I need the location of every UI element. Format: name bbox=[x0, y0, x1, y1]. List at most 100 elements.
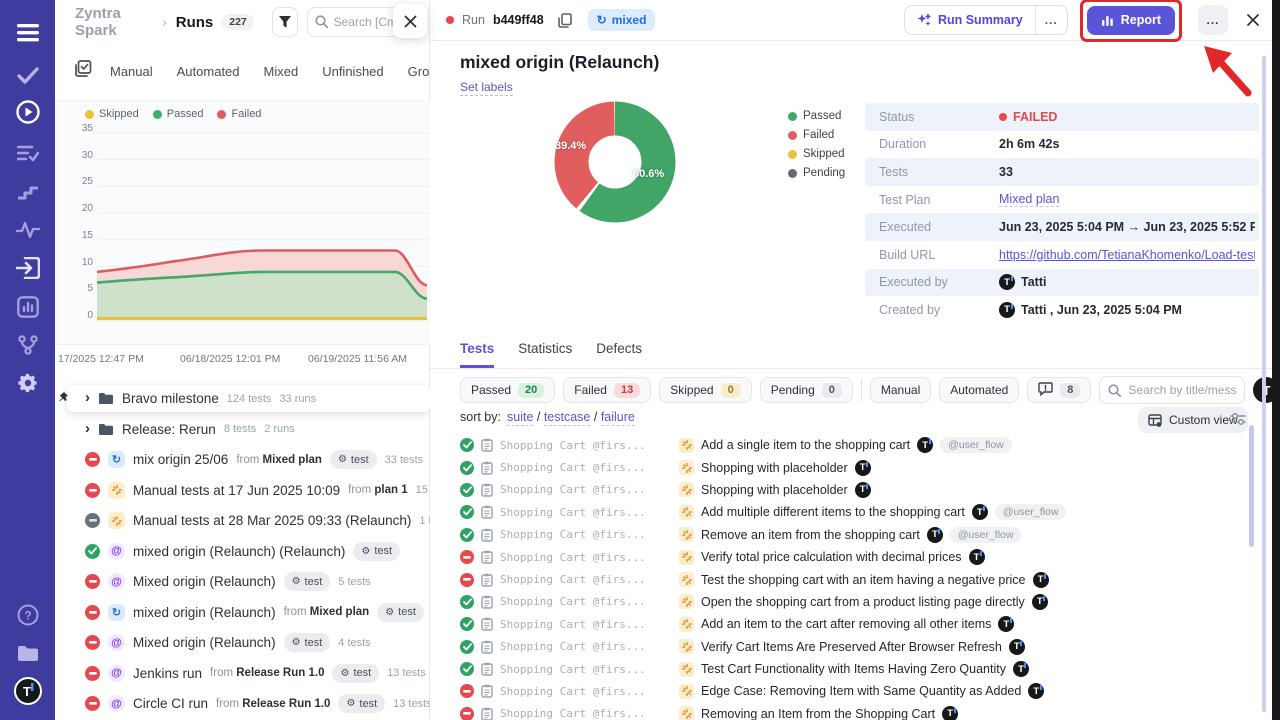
test-row[interactable]: Shopping Cart @firs...Add an item to the… bbox=[460, 613, 1260, 635]
panel-scrollbar[interactable] bbox=[1262, 56, 1266, 712]
test-plan-link[interactable]: Mixed plan bbox=[999, 192, 1059, 207]
run-status-failed-icon bbox=[85, 635, 100, 650]
app: ? T Zyntra Spark › Runs 227 M bbox=[0, 0, 1280, 720]
tab-defects[interactable]: Defects bbox=[596, 341, 642, 368]
more-actions-button[interactable]: ... bbox=[1198, 5, 1228, 35]
help-icon[interactable]: ? bbox=[0, 600, 55, 630]
test-row[interactable]: Shopping Cart @firs...Add a single item … bbox=[460, 434, 1260, 456]
run-list-item[interactable]: ↻mixed origin (Relaunch)from Mixed plan⚙… bbox=[67, 599, 427, 626]
run-list-item[interactable]: @Circle CI runfrom Release Run 1.0⚙test1… bbox=[67, 690, 427, 717]
tests-scrollbar[interactable] bbox=[1249, 425, 1254, 547]
sort-separator: / bbox=[590, 410, 600, 424]
test-suite: Shopping Cart @firs... bbox=[500, 506, 672, 519]
set-labels-link[interactable]: Set labels bbox=[460, 80, 513, 96]
sort-by-failure[interactable]: failure bbox=[601, 410, 635, 426]
legend-item[interactable]: Passed bbox=[153, 108, 204, 120]
run-list-item[interactable]: @Jenkins runfrom Release Run 1.0⚙test13 … bbox=[67, 660, 427, 687]
run-list-item[interactable]: ›Release: Rerun8 tests2 runs bbox=[67, 416, 427, 443]
branch-nav-icon[interactable] bbox=[0, 330, 55, 360]
run-list-item[interactable]: @Mixed origin (Relaunch)⚙test5 tests bbox=[67, 568, 427, 595]
comments-count: 8 bbox=[1060, 383, 1080, 398]
filter-button[interactable] bbox=[272, 7, 298, 37]
user-value: TTatti , Jun 23, 2025 5:04 PM bbox=[999, 302, 1182, 318]
info-row: Tests33 bbox=[865, 158, 1259, 186]
close-run-button[interactable] bbox=[1246, 13, 1260, 27]
comments-filter[interactable]: 8 bbox=[1027, 377, 1091, 403]
breadcrumb-project[interactable]: Zyntra Spark bbox=[75, 5, 153, 39]
chart-legend: Skipped Passed Failed bbox=[85, 108, 261, 120]
test-status-failed-icon bbox=[460, 573, 474, 587]
test-row[interactable]: Shopping Cart @firs...Add multiple diffe… bbox=[460, 501, 1260, 523]
activity-nav-icon[interactable] bbox=[0, 215, 55, 245]
info-label: Build URL bbox=[879, 248, 999, 262]
test-badge: ⚙test bbox=[284, 633, 331, 652]
panel-close-button[interactable] bbox=[393, 4, 427, 38]
run-type-badge[interactable]: ↻mixed bbox=[588, 9, 656, 31]
info-row: ExecutedJun 23, 2025 5:04 PM → Jun 23, 2… bbox=[865, 213, 1259, 241]
avatar: T bbox=[999, 302, 1015, 318]
y-tick: 0 bbox=[63, 310, 93, 321]
test-row[interactable]: Shopping Cart @firs...Test Cart Function… bbox=[460, 658, 1260, 680]
test-row[interactable]: Shopping Cart @firs...Verify Cart Items … bbox=[460, 636, 1260, 658]
user-avatar[interactable]: T bbox=[0, 676, 55, 706]
test-row[interactable]: Shopping Cart @firs...Shopping with plac… bbox=[460, 479, 1260, 501]
avatar: T bbox=[1033, 572, 1049, 588]
filter-pending[interactable]: Pending0 bbox=[760, 377, 853, 403]
breadcrumb-runs[interactable]: Runs bbox=[176, 14, 214, 31]
check-nav-icon[interactable] bbox=[0, 60, 55, 90]
report-button[interactable]: Report bbox=[1087, 6, 1175, 35]
test-row[interactable]: Shopping Cart @firs...Edge Case: Removin… bbox=[460, 680, 1260, 702]
runs-tab-unfinished[interactable]: Unfinished bbox=[322, 64, 383, 79]
settings-nav-icon[interactable] bbox=[0, 368, 55, 398]
run-list-item[interactable]: ↻mix origin 25/06from Mixed plan⚙test33 … bbox=[67, 446, 427, 473]
run-list-item[interactable]: @Mixed origin (Relaunch)⚙test4 tests bbox=[67, 629, 427, 656]
runs-tab-mixed[interactable]: Mixed bbox=[264, 64, 299, 79]
test-row[interactable]: Shopping Cart @firs...Verify total price… bbox=[460, 546, 1260, 568]
run-list-item[interactable]: Manual tests at 17 Jun 2025 10:09from pl… bbox=[67, 477, 427, 504]
run-list-item[interactable]: ›Bravo milestone124 tests33 runs bbox=[67, 385, 430, 412]
chevron-right-icon[interactable]: › bbox=[85, 421, 90, 436]
filter-passed[interactable]: Passed20 bbox=[460, 377, 555, 403]
info-label: Duration bbox=[879, 137, 999, 151]
filter-automated[interactable]: Automated bbox=[939, 377, 1019, 403]
copy-run-id-button[interactable] bbox=[558, 13, 572, 28]
view-settings-icon[interactable] bbox=[1230, 412, 1246, 431]
burst-icon bbox=[679, 482, 694, 497]
build-url-link[interactable]: https://github.com/TetianaKhomenko/Load-… bbox=[999, 248, 1255, 262]
runs-nav-icon[interactable] bbox=[0, 97, 55, 127]
testcases-nav-icon[interactable] bbox=[0, 138, 55, 168]
run-list-item[interactable]: Manual tests at 28 Mar 2025 09:33 (Relau… bbox=[67, 507, 427, 534]
test-row[interactable]: Shopping Cart @firs...Test the shopping … bbox=[460, 568, 1260, 590]
test-filters: Passed20 Failed13 Skipped0 Pending0 Manual Au… bbox=[460, 376, 1279, 404]
legend-item[interactable]: Skipped bbox=[85, 108, 139, 120]
sort-by-testcase[interactable]: testcase bbox=[544, 410, 591, 426]
projects-icon[interactable] bbox=[0, 638, 55, 668]
test-row[interactable]: Shopping Cart @firs...Removing an Item f… bbox=[460, 703, 1260, 720]
clipboard-icon bbox=[481, 573, 493, 587]
tab-statistics[interactable]: Statistics bbox=[518, 341, 572, 368]
import-nav-icon[interactable] bbox=[0, 253, 55, 283]
filter-failed[interactable]: Failed13 bbox=[563, 377, 651, 403]
filter-manual[interactable]: Manual bbox=[870, 377, 931, 403]
filter-count: 13 bbox=[614, 383, 640, 398]
chevron-right-icon[interactable]: › bbox=[85, 390, 90, 405]
sort-by-suite[interactable]: suite bbox=[507, 410, 533, 426]
test-row[interactable]: Shopping Cart @firs...Open the shopping … bbox=[460, 591, 1260, 613]
run-summary-button[interactable]: Run Summary ... bbox=[904, 5, 1068, 35]
run-list-item[interactable]: @mixed origin (Relaunch) (Relaunch)⚙test bbox=[67, 538, 427, 565]
reports-nav-icon[interactable] bbox=[0, 292, 55, 322]
select-runs-icon[interactable] bbox=[75, 60, 92, 82]
runs-tab-manual[interactable]: Manual bbox=[110, 64, 153, 79]
filter-skipped[interactable]: Skipped0 bbox=[659, 377, 752, 403]
test-row[interactable]: Shopping Cart @firs...Shopping with plac… bbox=[460, 456, 1260, 478]
steps-nav-icon[interactable] bbox=[0, 176, 55, 206]
burst-icon bbox=[679, 572, 694, 587]
legend-item[interactable]: Failed bbox=[217, 108, 261, 120]
passed-percent-label: 60.6% bbox=[633, 168, 664, 180]
info-row: Duration2h 6m 42s bbox=[865, 131, 1259, 159]
menu-icon[interactable] bbox=[0, 18, 55, 48]
tab-tests[interactable]: Tests bbox=[460, 341, 494, 368]
runs-tab-automated[interactable]: Automated bbox=[177, 64, 240, 79]
test-row[interactable]: Shopping Cart @firs...Remove an item fro… bbox=[460, 524, 1260, 546]
run-summary-more-button[interactable]: ... bbox=[1035, 6, 1067, 34]
